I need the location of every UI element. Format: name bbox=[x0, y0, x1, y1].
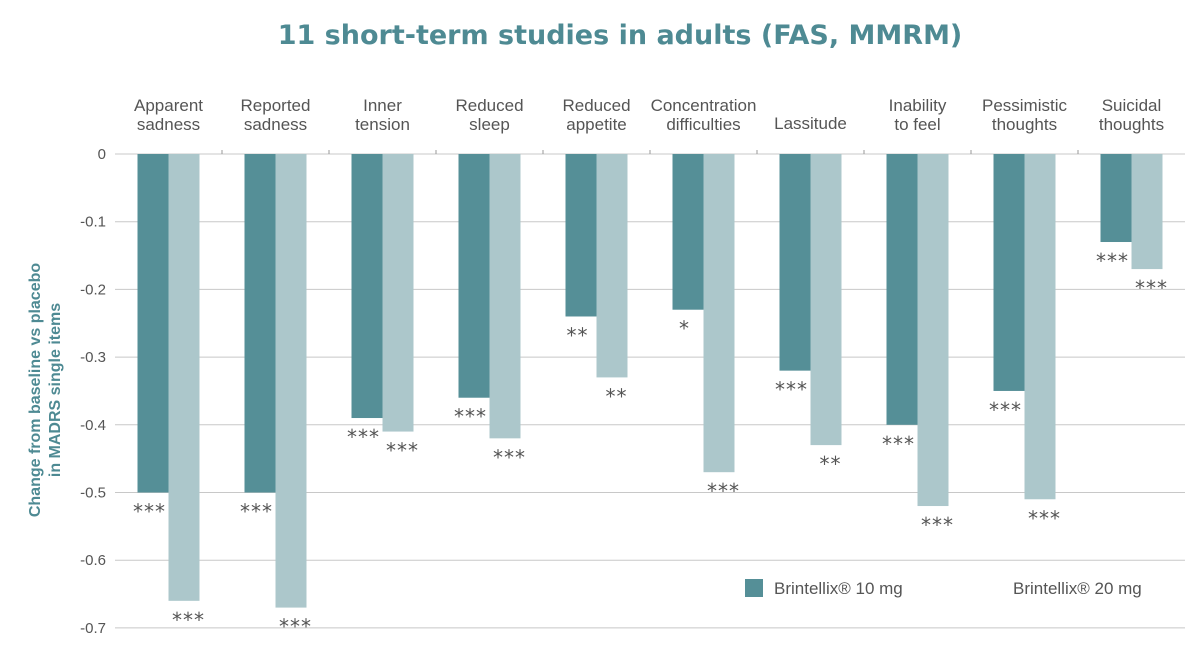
bar-10mg bbox=[672, 154, 704, 310]
legend-label-10mg: Brintellix® 10 mg bbox=[774, 579, 903, 598]
category-label: Reduced bbox=[562, 96, 630, 115]
bar-20mg bbox=[703, 154, 735, 473]
bar-10mg bbox=[244, 154, 276, 493]
significance-label: *** bbox=[775, 378, 808, 402]
category-label: Reported bbox=[241, 96, 311, 115]
significance-label: *** bbox=[707, 479, 740, 503]
significance-label: *** bbox=[454, 405, 487, 429]
y-tick-label: -0.3 bbox=[80, 349, 106, 366]
category-label: sleep bbox=[469, 115, 510, 134]
significance-label: ** bbox=[820, 452, 842, 476]
bars bbox=[137, 154, 1163, 608]
significance-label: *** bbox=[882, 432, 915, 456]
significance-label: *** bbox=[1096, 249, 1129, 273]
category-label: Inability bbox=[889, 96, 947, 115]
category-label: Lassitude bbox=[774, 114, 847, 133]
significance-label: *** bbox=[347, 425, 380, 449]
bar-20mg bbox=[168, 154, 200, 601]
bar-10mg bbox=[886, 154, 918, 425]
category-labels: ApparentsadnessReportedsadnessInnertensi… bbox=[134, 96, 1164, 134]
bar-20mg bbox=[596, 154, 628, 378]
category-label: difficulties bbox=[666, 115, 740, 134]
y-tick-label: -0.6 bbox=[80, 552, 106, 569]
category-label: to feel bbox=[894, 115, 940, 134]
legend-label-20mg: Brintellix® 20 mg bbox=[1013, 579, 1142, 598]
significance-label: *** bbox=[1135, 276, 1168, 300]
y-axis-label-line: in MADRS single items bbox=[47, 303, 64, 477]
legend-swatch-10mg bbox=[745, 579, 763, 597]
bar-20mg bbox=[810, 154, 842, 446]
legend: Brintellix® 10 mg Brintellix® 20 mg bbox=[745, 579, 1142, 598]
significance-label: ** bbox=[606, 384, 628, 408]
category-label: thoughts bbox=[1099, 115, 1164, 134]
significance-labels: ****************************************… bbox=[133, 249, 1168, 639]
category-label: Concentration bbox=[651, 96, 757, 115]
category-label: thoughts bbox=[992, 115, 1057, 134]
bar-10mg bbox=[993, 154, 1025, 391]
significance-label: *** bbox=[172, 608, 205, 632]
significance-label: ** bbox=[567, 323, 589, 347]
significance-label: *** bbox=[386, 439, 419, 463]
bar-10mg bbox=[351, 154, 383, 419]
significance-label: *** bbox=[1028, 506, 1061, 530]
y-axis-label: Change from baseline vs placebo in MADRS … bbox=[27, 263, 64, 518]
bar-10mg bbox=[565, 154, 597, 317]
y-tick-label: -0.7 bbox=[80, 620, 106, 637]
category-label: sadness bbox=[137, 115, 200, 134]
bar-10mg bbox=[1100, 154, 1132, 243]
y-tick-label: -0.5 bbox=[80, 485, 106, 502]
y-tick-label: -0.4 bbox=[80, 417, 106, 434]
significance-label: *** bbox=[133, 500, 166, 524]
significance-label: *** bbox=[240, 500, 273, 524]
significance-label: *** bbox=[989, 398, 1022, 422]
y-tick-label: -0.1 bbox=[80, 214, 106, 231]
category-label: sadness bbox=[244, 115, 307, 134]
y-tick-label: 0 bbox=[98, 146, 106, 163]
significance-label: *** bbox=[921, 513, 954, 537]
bar-10mg bbox=[137, 154, 169, 493]
y-axis-ticks: 0 -0.1 -0.2 -0.3 -0.4 -0.5 -0.6 -0.7 bbox=[80, 146, 106, 637]
y-tick-label: -0.2 bbox=[80, 281, 106, 298]
significance-label: *** bbox=[279, 615, 312, 639]
significance-label: *** bbox=[493, 445, 526, 469]
bar-20mg bbox=[275, 154, 307, 608]
bar-20mg bbox=[917, 154, 949, 507]
bar-20mg bbox=[1024, 154, 1056, 500]
bar-20mg bbox=[489, 154, 521, 439]
category-label: Apparent bbox=[134, 96, 203, 115]
category-label: Pessimistic bbox=[982, 96, 1068, 115]
significance-label: * bbox=[679, 317, 690, 341]
bar-10mg bbox=[458, 154, 490, 398]
category-label: tension bbox=[355, 115, 410, 134]
category-label: appetite bbox=[566, 115, 627, 134]
category-label: Suicidal bbox=[1102, 96, 1162, 115]
category-label: Inner bbox=[363, 96, 402, 115]
category-label: Reduced bbox=[455, 96, 523, 115]
bar-10mg bbox=[779, 154, 811, 371]
y-axis-label-line: Change from baseline vs placebo bbox=[27, 263, 44, 518]
chart-title: 11 short-term studies in adults (FAS, MM… bbox=[277, 20, 963, 51]
bar-20mg bbox=[382, 154, 414, 432]
bar-20mg bbox=[1131, 154, 1163, 270]
